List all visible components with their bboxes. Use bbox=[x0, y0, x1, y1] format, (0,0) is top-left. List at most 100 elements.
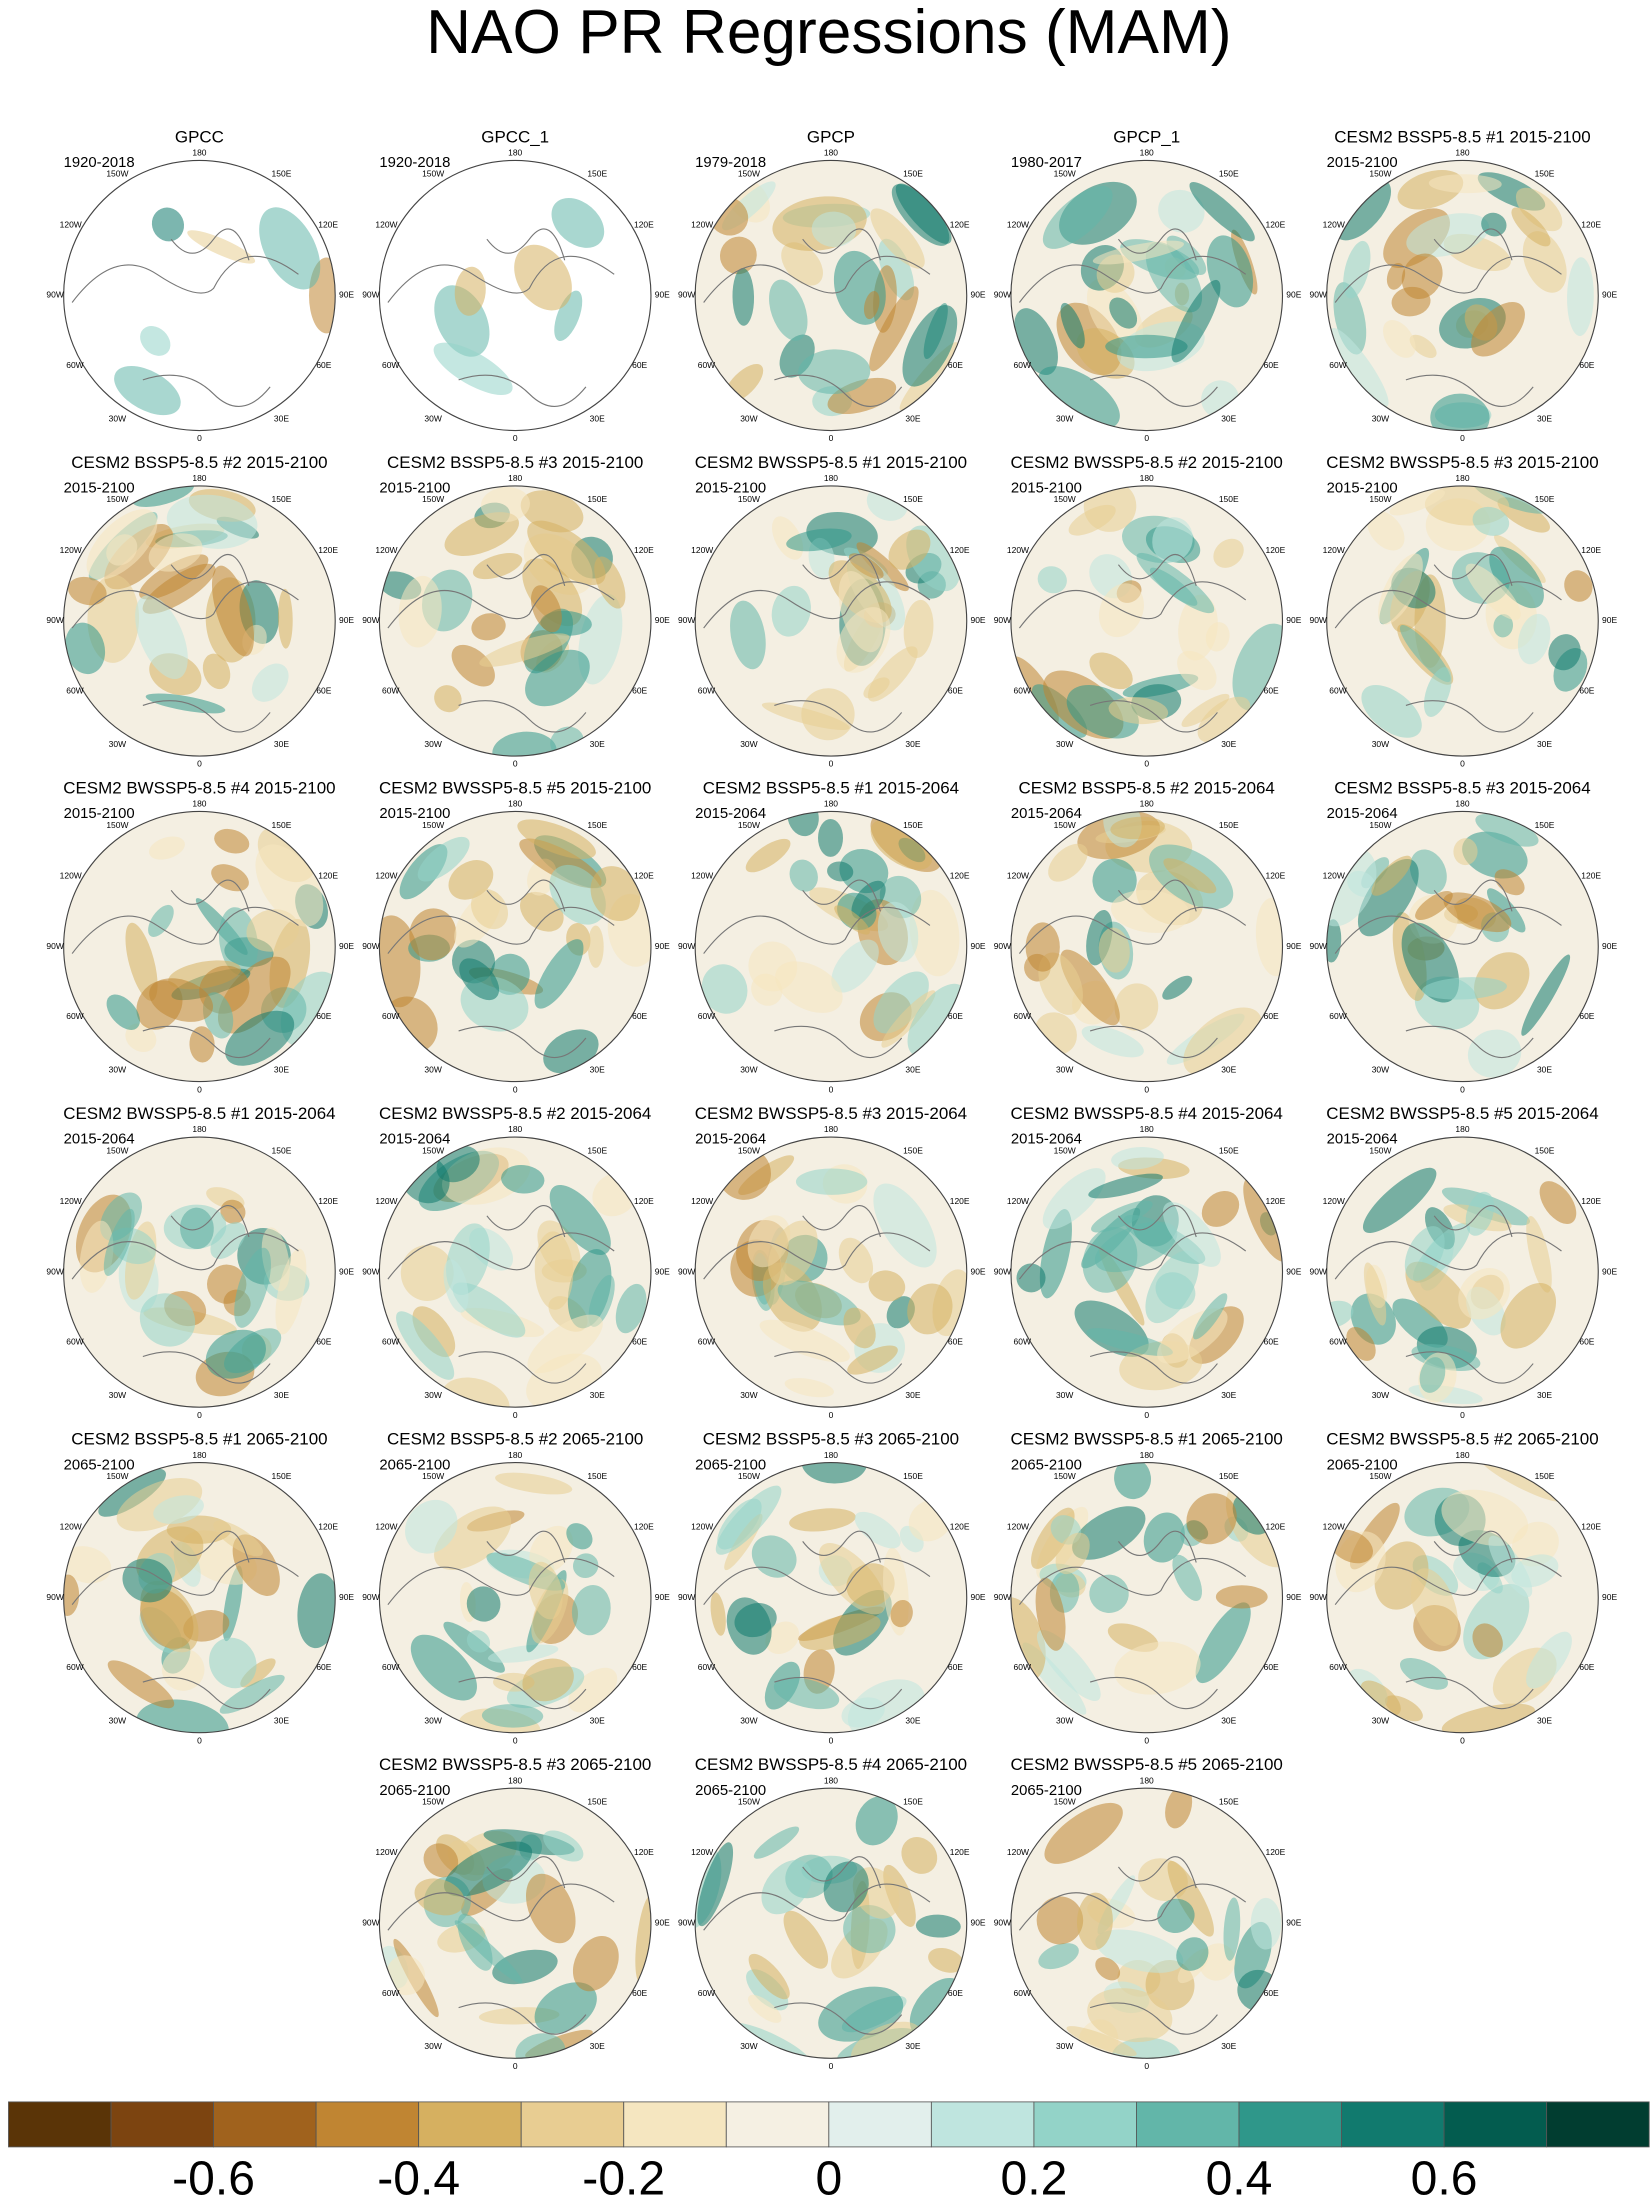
longitude-label: 60E bbox=[1579, 1011, 1594, 1021]
map-shading bbox=[1110, 816, 1165, 840]
panel-period: 2065-2100 bbox=[1011, 1457, 1082, 1473]
map-shading bbox=[1343, 240, 1371, 299]
longitude-label: 30W bbox=[1372, 1390, 1389, 1400]
coastline bbox=[1334, 228, 1562, 407]
map-shading bbox=[107, 1660, 175, 1709]
longitude-label: 90E bbox=[971, 290, 986, 300]
longitude-label: 120W bbox=[375, 1847, 397, 1857]
map-shading bbox=[768, 1220, 818, 1286]
longitude-label: 90E bbox=[971, 941, 986, 951]
longitude-label: 90E bbox=[1602, 290, 1617, 300]
map-shading bbox=[789, 859, 818, 892]
map-shading bbox=[443, 1259, 469, 1313]
map-border bbox=[694, 1136, 968, 1408]
map-border bbox=[63, 485, 336, 757]
map-shading bbox=[472, 553, 523, 580]
map-shading bbox=[1564, 570, 1593, 602]
map-shading bbox=[410, 1634, 477, 1701]
longitude-label: 30W bbox=[1056, 1716, 1073, 1726]
map-shading bbox=[769, 279, 808, 341]
longitude-label: 90W bbox=[362, 290, 379, 300]
colorbar-box bbox=[8, 2101, 112, 2148]
coastline bbox=[387, 554, 615, 733]
longitude-label: 60E bbox=[1579, 1662, 1594, 1672]
map-shading bbox=[400, 1244, 454, 1301]
panel-period: 2015-2064 bbox=[695, 806, 766, 822]
map-shading bbox=[1419, 1357, 1446, 1393]
longitude-label: 120W bbox=[375, 1522, 397, 1532]
longitude-label: 150E bbox=[903, 1145, 923, 1155]
longitude-label: 0 bbox=[829, 433, 834, 443]
longitude-label: 150W bbox=[1054, 169, 1076, 179]
map-shading bbox=[1389, 489, 1445, 516]
panel-title: CESM2 BWSSP5-8.5 #3 2065-2100 bbox=[379, 1755, 651, 1774]
panel-title: CESM2 BWSSP5-8.5 #1 2065-2100 bbox=[1011, 1430, 1283, 1449]
longitude-label: 60W bbox=[66, 1337, 83, 1347]
longitude-label: 0 bbox=[1144, 759, 1149, 769]
longitude-label: 30E bbox=[1537, 414, 1552, 424]
map-shading bbox=[1421, 977, 1507, 1000]
map-shading bbox=[209, 1637, 257, 1689]
map bbox=[379, 160, 651, 431]
map-shading bbox=[1081, 1025, 1144, 1058]
longitude-label: 180 bbox=[1455, 148, 1469, 158]
longitude-label: 150W bbox=[422, 1471, 444, 1481]
map-shading bbox=[480, 486, 530, 523]
map-shading bbox=[848, 553, 884, 579]
longitude-label: 120W bbox=[1007, 870, 1029, 880]
longitude-label: 30E bbox=[1537, 1065, 1552, 1075]
map-shading bbox=[1441, 1703, 1536, 1733]
map-shading bbox=[855, 1796, 898, 1846]
longitude-label: 120W bbox=[60, 545, 82, 555]
longitude-label: 0 bbox=[197, 433, 202, 443]
longitude-label: 180 bbox=[508, 1124, 522, 1134]
longitude-label: 30W bbox=[1056, 1390, 1073, 1400]
map-shading bbox=[1488, 1535, 1533, 1598]
longitude-label: 120W bbox=[1007, 1196, 1029, 1206]
map-shading bbox=[1149, 567, 1198, 606]
map-shading bbox=[843, 1307, 876, 1349]
map-shading bbox=[1060, 302, 1085, 349]
longitude-label: 120E bbox=[634, 1847, 654, 1857]
map bbox=[63, 1137, 336, 1408]
longitude-label: 150E bbox=[1535, 169, 1555, 179]
longitude-label: 90E bbox=[971, 1917, 986, 1927]
longitude-label: 90W bbox=[1309, 1266, 1326, 1276]
map-shading bbox=[1092, 858, 1137, 903]
coastline bbox=[703, 554, 931, 733]
map-shading bbox=[1205, 622, 1230, 652]
longitude-label: 60E bbox=[1264, 1988, 1279, 1998]
map-shading bbox=[1367, 510, 1405, 551]
map-shading bbox=[1487, 888, 1526, 933]
panel-period: 2015-2064 bbox=[1011, 1132, 1082, 1148]
panel-period: 2015-2100 bbox=[1011, 481, 1082, 497]
panel-period: 2015-2064 bbox=[1011, 806, 1082, 822]
longitude-label: 60E bbox=[316, 686, 331, 696]
longitude-label: 120W bbox=[1323, 545, 1345, 555]
longitude-label: 60W bbox=[1329, 360, 1346, 370]
map-shading bbox=[1105, 334, 1188, 359]
colorbar-label: -0.4 bbox=[377, 2153, 460, 2206]
longitude-label: 120W bbox=[691, 1196, 713, 1206]
panel-period: 2015-2064 bbox=[64, 1132, 135, 1148]
panel-period: 1979-2018 bbox=[695, 155, 766, 171]
longitude-label: 90W bbox=[1309, 615, 1326, 625]
coastline bbox=[71, 554, 299, 733]
map-shading bbox=[189, 1026, 215, 1063]
colorbar-box bbox=[1033, 2101, 1137, 2148]
map-shading bbox=[396, 1311, 455, 1380]
panel-period: 2015-2100 bbox=[379, 481, 450, 497]
map-shading bbox=[1472, 1623, 1503, 1658]
map-shading bbox=[784, 1378, 834, 1398]
longitude-label: 0 bbox=[513, 759, 518, 769]
map-shading bbox=[881, 990, 936, 1048]
map-shading bbox=[451, 644, 495, 687]
longitude-label: 120W bbox=[375, 870, 397, 880]
map-shading bbox=[1108, 697, 1169, 725]
map-border bbox=[378, 485, 652, 757]
longitude-label: 120E bbox=[318, 870, 338, 880]
longitude-label: 180 bbox=[824, 1124, 838, 1134]
map-shading bbox=[1500, 1283, 1557, 1349]
map-shading bbox=[1114, 1462, 1152, 1500]
map bbox=[695, 485, 967, 757]
